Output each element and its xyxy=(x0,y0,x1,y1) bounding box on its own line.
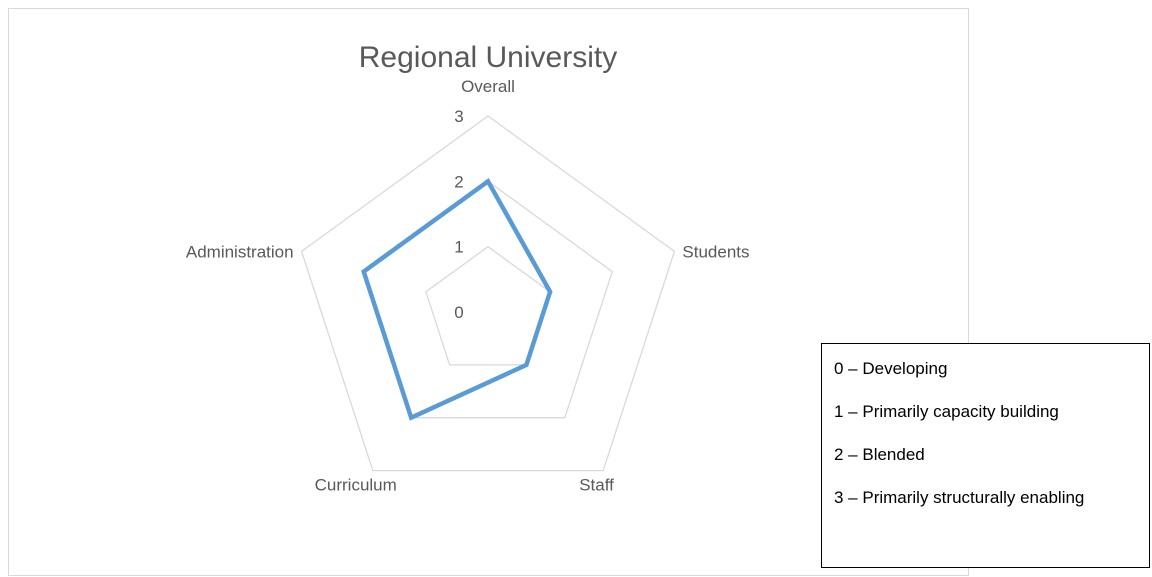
axis-labels: Overall Students Staff Curriculum Administra… xyxy=(186,77,750,495)
grid-ring-3 xyxy=(300,115,676,472)
radar-series xyxy=(361,177,553,421)
radar-chart: Regional University Overall Students Staff… xyxy=(186,41,750,495)
axis-label-overall: Overall xyxy=(461,77,515,96)
tick-label-2: 2 xyxy=(454,172,463,191)
legend-item-0: 0 – Developing xyxy=(834,359,948,378)
chart-title: Regional University xyxy=(359,41,617,74)
chart-area: Regional University Overall Students Staff… xyxy=(8,8,969,576)
level-legend-box: 0 – Developing 1 – Primarily capacity bu… xyxy=(821,343,1150,568)
axis-label-administration: Administration xyxy=(186,242,294,261)
tick-labels: 0 1 2 3 xyxy=(454,107,463,322)
axis-label-curriculum: Curriculum xyxy=(315,476,397,495)
grid-ring-1 xyxy=(425,245,551,366)
tick-label-0: 0 xyxy=(454,303,463,322)
legend-item-3: 3 – Primarily structurally enabling xyxy=(834,488,1085,507)
radar-grid xyxy=(300,115,676,472)
legend-item-2: 2 – Blended xyxy=(834,445,925,464)
tick-label-3: 3 xyxy=(454,107,463,126)
axis-label-staff: Staff xyxy=(579,476,614,495)
axis-label-students: Students xyxy=(682,242,749,261)
legend-item-1: 1 – Primarily capacity building xyxy=(834,402,1059,421)
tick-label-1: 1 xyxy=(454,238,463,257)
series-line-0 xyxy=(361,177,553,421)
